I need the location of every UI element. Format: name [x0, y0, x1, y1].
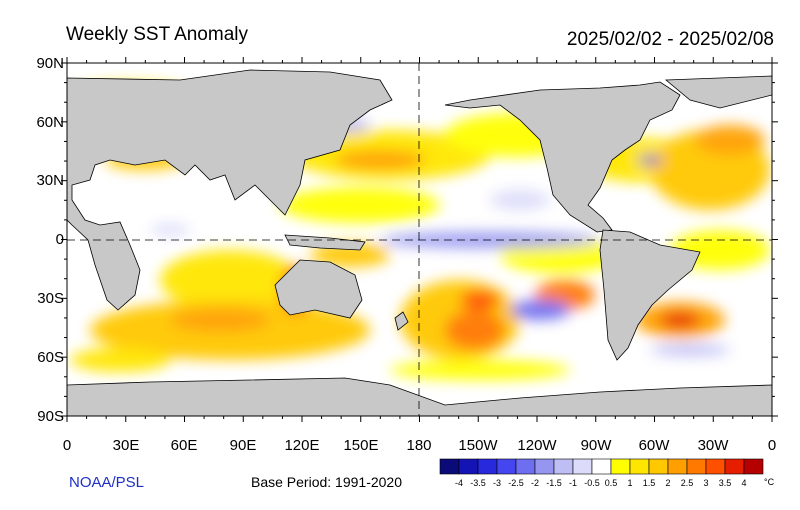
lat-label: 60N: [36, 114, 64, 131]
date-range: 2025/02/02 - 2025/02/08: [566, 29, 774, 50]
lat-label: 0: [55, 231, 64, 248]
colorbar-swatch: [553, 458, 574, 475]
colorbar-tick-label: -1: [568, 478, 577, 488]
colorbar-tick-label: 4: [741, 478, 747, 488]
lon-label: 150W: [458, 437, 498, 454]
colorbar-tick-label: 3: [703, 478, 709, 488]
colorbar-tick-label: -3.5: [470, 478, 486, 488]
colorbar-swatch: [610, 458, 631, 475]
colorbar-tick-label: -2.5: [508, 478, 524, 488]
colorbar-swatch: [572, 458, 593, 475]
lat-label: 30N: [36, 172, 64, 189]
colorbar-tick-label: -1.5: [546, 478, 562, 488]
colorbar-tick-label: -4: [454, 478, 463, 488]
lat-label: 90S: [37, 408, 64, 425]
colorbar-swatch: [724, 458, 745, 475]
north-america-land: [444, 81, 681, 233]
lat-label: 60S: [37, 349, 64, 366]
lon-label: 30E: [112, 437, 140, 454]
lon-label: 150E: [343, 437, 379, 454]
colorbar-tick-label: -2: [530, 478, 539, 488]
colorbar-swatch: [515, 458, 536, 475]
australia-land: [274, 259, 363, 319]
colorbar-swatch: [629, 458, 650, 475]
lon-label: 90E: [229, 437, 257, 454]
new-zealand-land: [394, 311, 409, 331]
base-period: Base Period: 1991-2020: [251, 474, 402, 490]
colorbar-swatch: [743, 458, 764, 475]
colorbar-tick-label: 3.5: [718, 478, 732, 488]
colorbar-swatch: [686, 458, 707, 475]
lon-label: 180: [406, 437, 432, 454]
colorbar: [439, 458, 764, 475]
lon-label: 120E: [284, 437, 320, 454]
lon-label: 90W: [580, 437, 612, 454]
lon-label: 0: [62, 437, 72, 454]
colorbar-swatch: [439, 458, 460, 475]
lon-label: 0: [767, 437, 777, 454]
south-america-land: [599, 229, 701, 361]
antarctica-land: [67, 377, 772, 416]
colorbar-swatch: [477, 458, 498, 475]
colorbar-swatch: [591, 458, 612, 475]
colorbar-tick-label: -0.5: [584, 478, 600, 488]
colorbar-swatch: [534, 458, 555, 475]
colorbar-tick-label: 2: [665, 478, 671, 488]
colorbar-swatch: [496, 458, 517, 475]
indonesia-land: [284, 234, 366, 251]
lon-label: 30W: [697, 437, 729, 454]
colorbar-tick-label: -3: [492, 478, 501, 488]
lon-label: 120W: [517, 437, 557, 454]
greenland-land: [664, 75, 772, 109]
unit-label: °C: [764, 477, 775, 487]
lat-label: 30S: [37, 290, 64, 307]
colorbar-tick-label: 1: [627, 478, 633, 488]
colorbar-swatch: [648, 458, 669, 475]
colorbar-tick-label: 2.5: [680, 478, 694, 488]
axis-ticks: [61, 57, 778, 422]
lon-label: 60E: [170, 437, 198, 454]
lon-label: 60W: [638, 437, 670, 454]
dashed-reference-lines: [67, 63, 772, 416]
source-credit: NOAA/PSL: [69, 474, 145, 491]
colorbar-tick-label: 1.5: [642, 478, 656, 488]
map-title: Weekly SST Anomaly: [66, 24, 248, 45]
colorbar-swatch: [458, 458, 479, 475]
colorbar-swatch: [705, 458, 726, 475]
land-masses: [67, 69, 772, 416]
colorbar-tick-label: 0.5: [604, 478, 618, 488]
africa-eurasia-land: [67, 69, 393, 311]
lat-label: 90N: [36, 55, 64, 72]
colorbar-swatch: [667, 458, 688, 475]
